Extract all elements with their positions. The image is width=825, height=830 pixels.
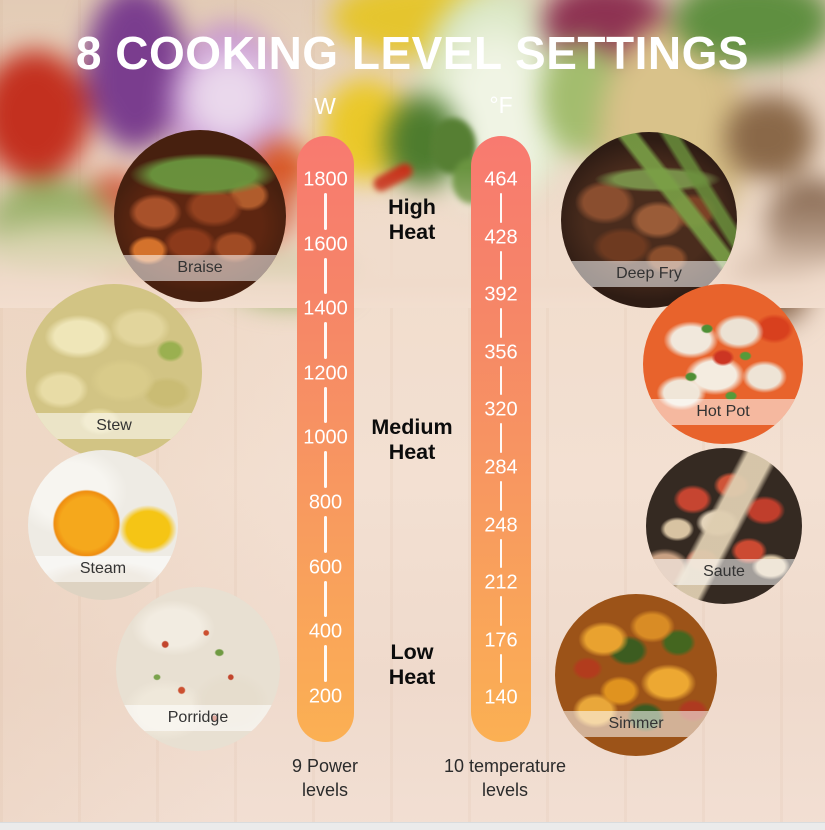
scale-tick-value: 600 xyxy=(308,556,343,579)
heat-label-line: Medium xyxy=(371,415,453,439)
simmer-photo: Simmer xyxy=(555,594,717,756)
scale-tick-line xyxy=(499,365,503,396)
page-title: 8 COOKING LEVEL SETTINGS xyxy=(75,27,750,79)
red-pepper-blob xyxy=(0,50,90,180)
temperature-levels-caption: 10 temperature levels xyxy=(405,754,605,802)
caption-line: 9 Power xyxy=(291,756,359,776)
food-label: Deep Fry xyxy=(561,260,737,287)
heat-label-line: Heat xyxy=(388,665,436,689)
scale-tick-value: 400 xyxy=(308,620,343,643)
temperature-scale-bar: 464 428 392 356 320 284 248 212 176 140 xyxy=(471,136,531,742)
deep-fry-photo: Deep Fry xyxy=(561,132,737,308)
stew-photo: Stew xyxy=(26,284,202,460)
food-label: Hot Pot xyxy=(643,398,803,425)
scale-tick-line xyxy=(324,451,327,488)
heat-label-line: High xyxy=(388,195,436,219)
scale-tick-value: 1000 xyxy=(303,426,348,449)
scale-tick-line xyxy=(324,322,327,359)
porridge-photo: Porridge xyxy=(116,587,280,751)
scale-tick-line xyxy=(499,250,503,281)
braise-photo: Braise xyxy=(114,130,286,302)
eggplant-blob xyxy=(85,0,185,150)
high-heat-label: High Heat xyxy=(337,195,487,245)
scale-tick-value: 176 xyxy=(484,629,518,652)
caption-line: 10 temperature xyxy=(443,756,567,776)
scale-tick-line xyxy=(499,538,503,569)
food-label: Braise xyxy=(114,255,286,282)
power-scale-bar: 1800 1600 1400 1200 1000 800 600 400 200 xyxy=(297,136,354,742)
scale-tick-value: 1800 xyxy=(303,168,348,191)
heat-label-line: Heat xyxy=(388,440,436,464)
low-heat-label: Low Heat xyxy=(337,640,487,690)
scale-tick-line xyxy=(324,580,327,618)
saute-photo: Saute xyxy=(646,448,802,604)
scale-tick-value: 320 xyxy=(484,398,518,421)
caption-line: levels xyxy=(301,780,349,800)
scale-tick-line xyxy=(324,516,327,553)
scale-tick-value: 200 xyxy=(308,685,343,708)
scale-tick-line xyxy=(499,596,503,626)
scale-tick-value: 800 xyxy=(308,491,343,514)
food-label: Simmer xyxy=(555,710,717,737)
scale-tick-value: 356 xyxy=(484,341,518,364)
scale-tick-line xyxy=(499,423,503,453)
scale-tick-value: 248 xyxy=(484,514,518,537)
scale-tick-value: 140 xyxy=(484,686,518,709)
bottom-edge-strip xyxy=(0,822,825,830)
steam-photo: Steam xyxy=(28,450,178,600)
scale-tick-line xyxy=(324,386,327,424)
scale-tick-value: 284 xyxy=(484,456,518,479)
heat-label-line: Low xyxy=(390,640,434,664)
scale-tick-line xyxy=(499,481,503,511)
scale-tick-line xyxy=(324,193,327,230)
medium-heat-label: Medium Heat xyxy=(337,415,487,465)
heat-label-line: Heat xyxy=(388,220,436,244)
watt-unit-label: W xyxy=(314,93,336,119)
hot-pot-photo: Hot Pot xyxy=(643,284,803,444)
food-label: Steam xyxy=(28,556,178,582)
caption-line: levels xyxy=(481,780,529,800)
scale-tick-line xyxy=(499,653,503,684)
scale-tick-value: 1400 xyxy=(303,297,348,320)
mushroom-blob xyxy=(725,95,815,180)
scale-tick-line xyxy=(499,193,503,223)
scale-tick-value: 1200 xyxy=(303,362,348,385)
scale-tick-value: 464 xyxy=(484,168,518,191)
scale-tick-value: 1600 xyxy=(303,233,348,256)
scale-tick-line xyxy=(499,308,503,338)
food-label: Saute xyxy=(646,559,802,586)
power-levels-caption: 9 Power levels xyxy=(225,754,425,802)
scale-tick-line xyxy=(324,645,327,682)
scale-tick-value: 392 xyxy=(484,283,518,306)
scale-tick-line xyxy=(324,257,327,295)
scale-tick-value: 212 xyxy=(484,571,518,594)
food-label: Porridge xyxy=(116,705,280,732)
scale-tick-value: 428 xyxy=(484,226,518,249)
fahrenheit-unit-label: °F xyxy=(489,92,513,118)
food-label: Stew xyxy=(26,412,202,439)
